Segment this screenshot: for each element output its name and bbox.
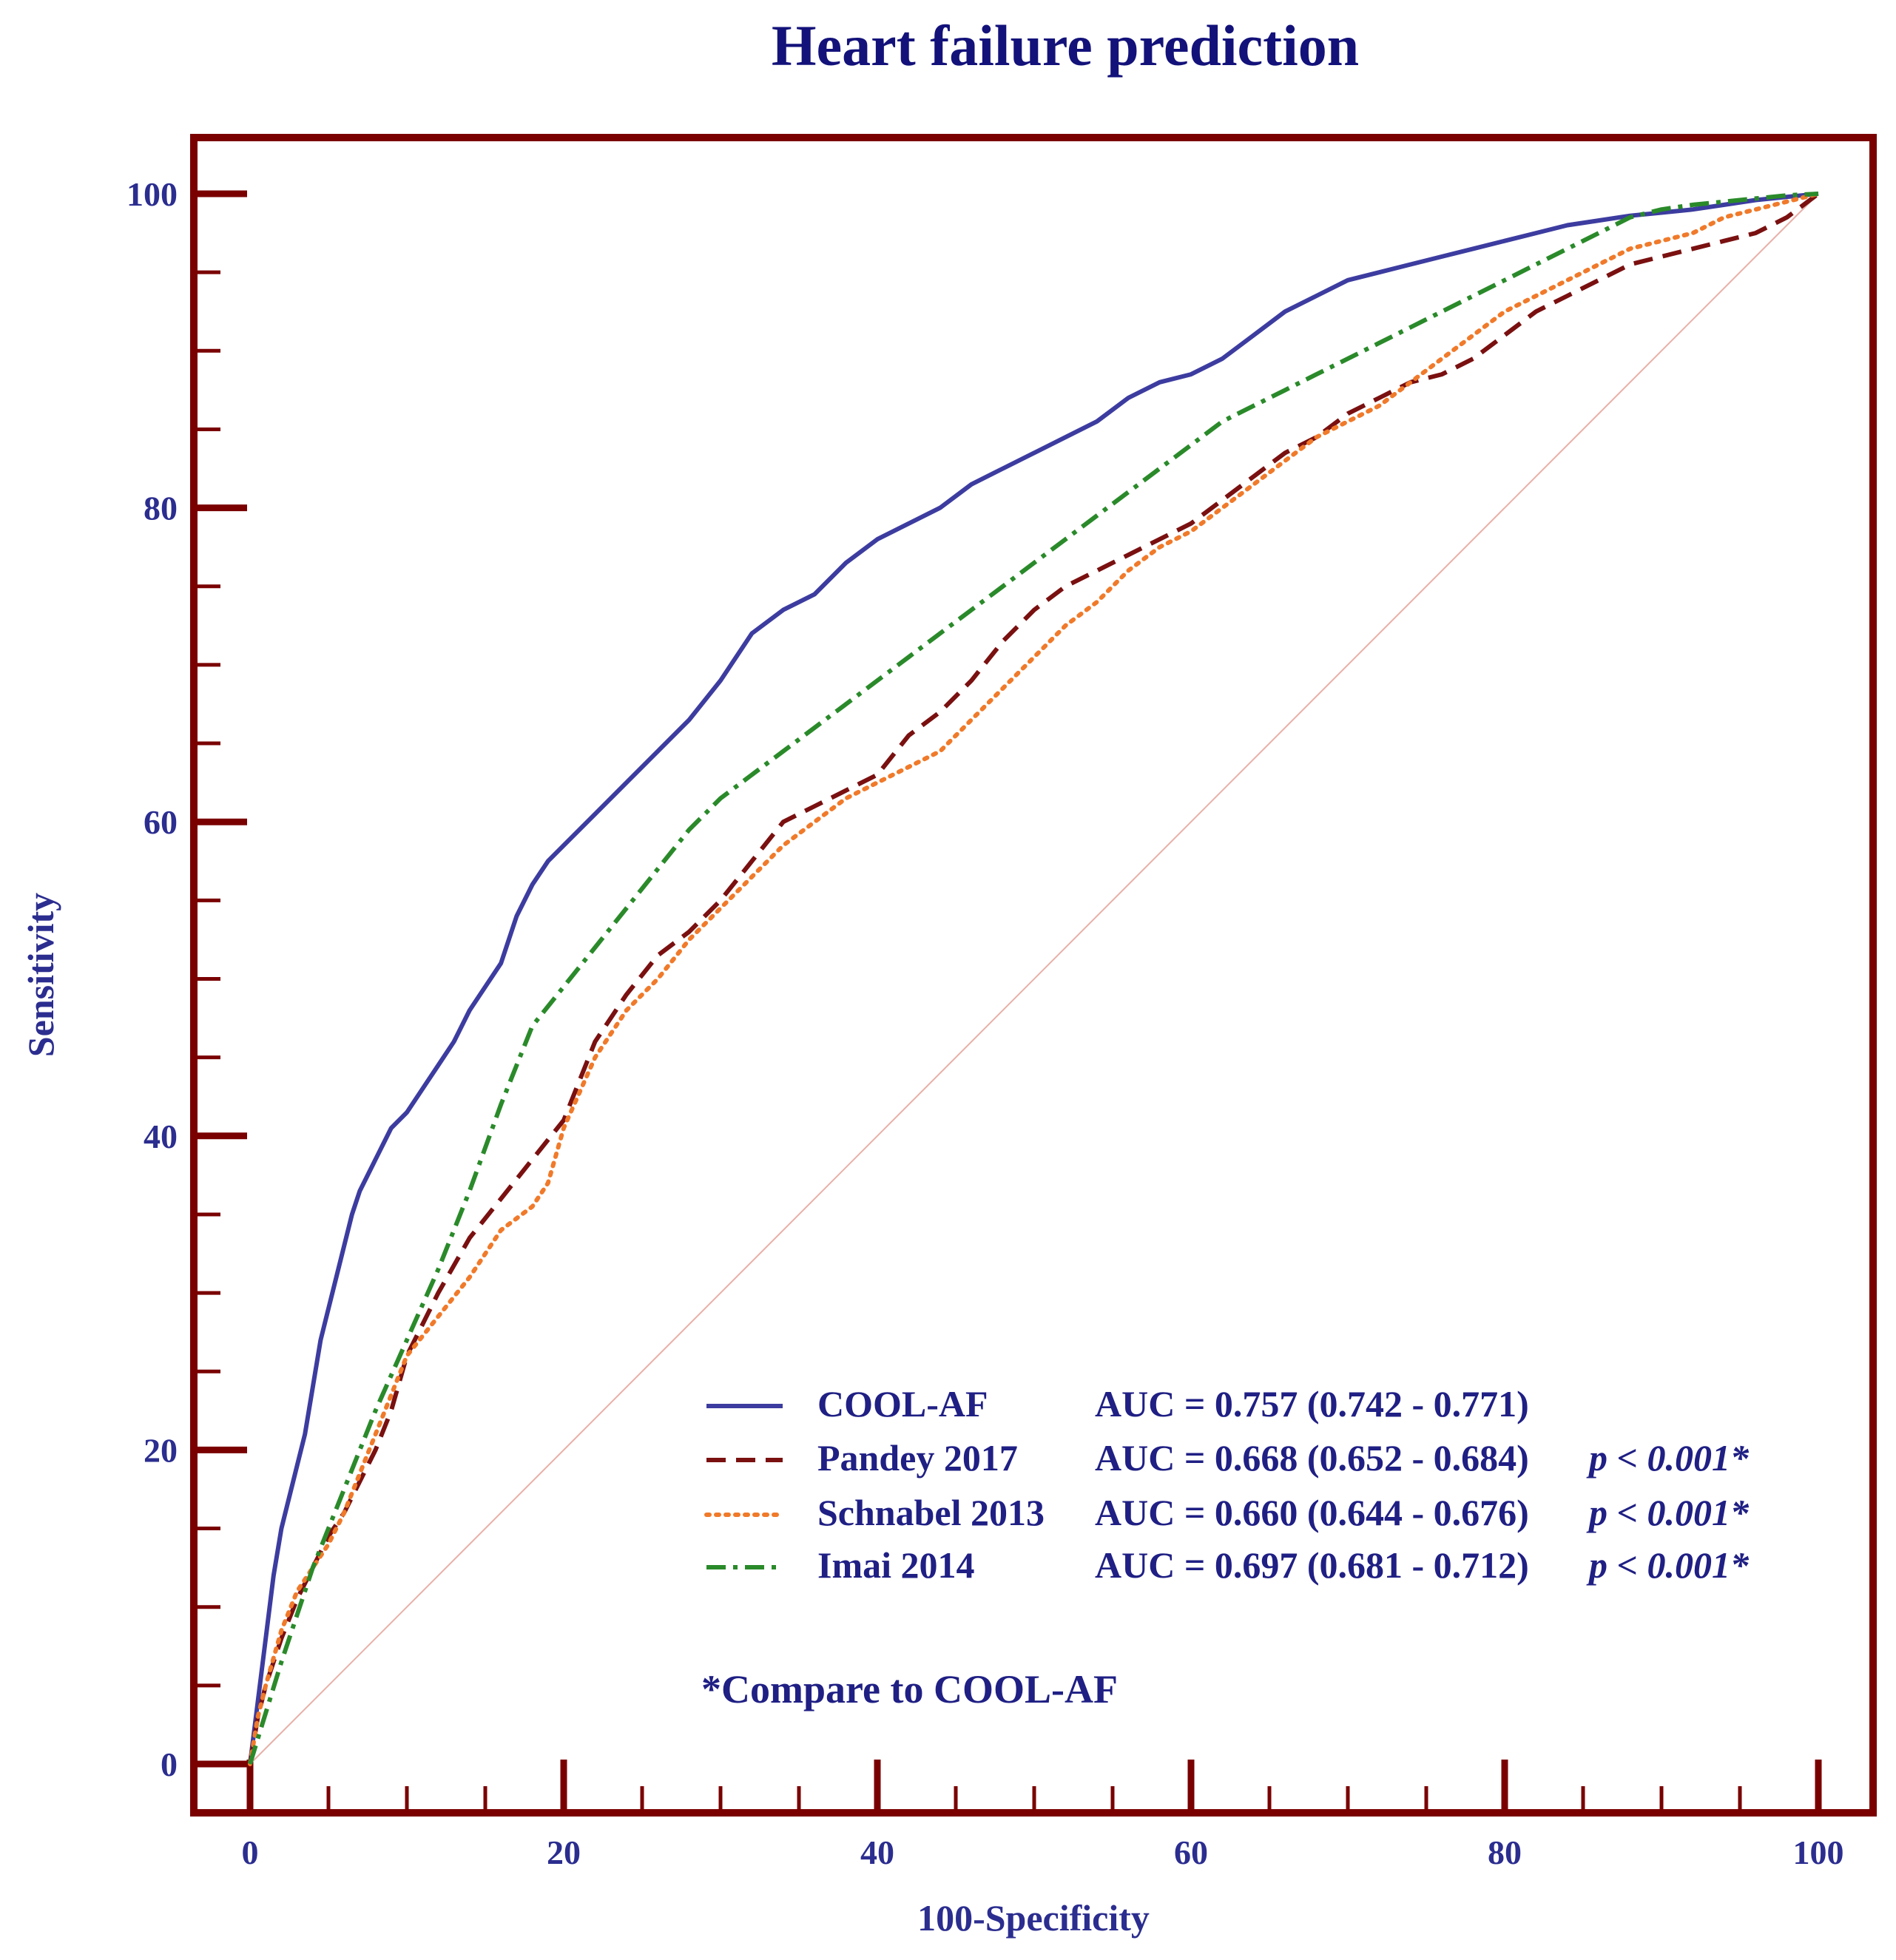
legend-p-value-imai-2014: p < 0.001* [1586,1544,1750,1586]
legend: COOL-AF AUC = 0.757 (0.742 - 0.771) Pandey… [704,1383,1750,1586]
y-tick-label: 100 [126,175,178,213]
series-line-imai-2014 [248,192,1819,1765]
x-tick-label: 20 [547,1834,581,1871]
x-axis-label: 100-Specificity [917,1897,1150,1939]
y-axis-label: Sensitivity [20,893,61,1057]
x-tick-label: 0 [242,1834,259,1871]
legend-label-pandey-2017: Pandey 2017 [817,1437,1018,1479]
x-tick-label: 80 [1488,1834,1522,1871]
chart-title: Heart failure prediction [772,13,1359,78]
y-tick-label: 40 [144,1118,178,1155]
y-tick-label: 20 [144,1431,178,1469]
legend-auc-pandey-2017: AUC = 0.668 (0.652 - 0.684) [1095,1437,1529,1479]
legend-p-value-schnabel-2013: p < 0.001* [1586,1492,1750,1533]
legend-label-imai-2014: Imai 2014 [817,1544,975,1586]
y-tick-label: 60 [144,803,178,841]
x-tick-label: 60 [1174,1834,1208,1871]
roc-curves [248,192,1821,1766]
series-line-cool-af [248,192,1819,1765]
axis-tick-labels: 0 20 40 60 80 100 0 20 40 60 80 100 [126,175,1844,1871]
reference-diagonal-line [249,193,1819,1765]
axis-ticks [194,190,1822,1813]
x-tick-label: 40 [860,1834,894,1871]
legend-label-cool-af: COOL-AF [817,1383,988,1425]
legend-label-schnabel-2013: Schnabel 2013 [817,1492,1045,1533]
legend-auc-schnabel-2013: AUC = 0.660 (0.644 - 0.676) [1095,1492,1529,1533]
y-tick-label: 80 [144,490,178,527]
legend-p-value-pandey-2017: p < 0.001* [1586,1437,1750,1479]
comparison-note: *Compare to COOL-AF [701,1667,1118,1711]
series-line-schnabel-2013 [248,192,1821,1766]
legend-auc-imai-2014: AUC = 0.697 (0.681 - 0.712) [1095,1544,1529,1586]
y-tick-label: 0 [161,1746,178,1783]
x-tick-label: 100 [1793,1834,1844,1871]
legend-auc-cool-af: AUC = 0.757 (0.742 - 0.771) [1095,1383,1529,1425]
